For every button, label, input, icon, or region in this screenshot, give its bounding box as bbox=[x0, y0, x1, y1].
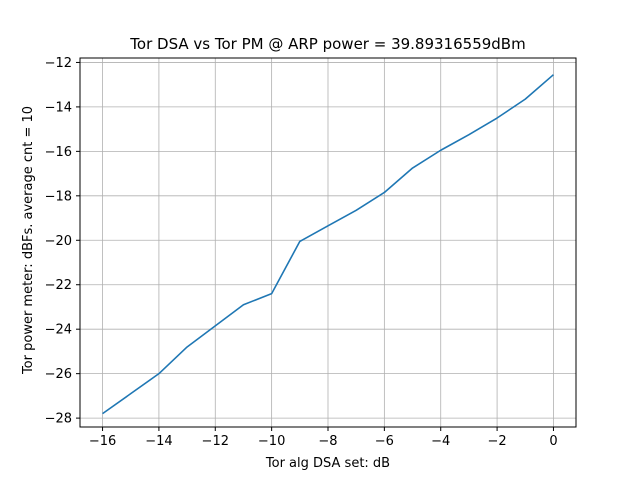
x-tick-label: −16 bbox=[89, 434, 116, 449]
y-tick-label: −24 bbox=[45, 323, 72, 338]
grid bbox=[80, 58, 576, 427]
y-axis-ticks: −28 −26 −24 −22 −20 −18 −16 −14 −12 bbox=[45, 56, 80, 427]
x-tick-label: −8 bbox=[318, 434, 337, 449]
chart-title: Tor DSA vs Tor PM @ ARP power = 39.89316… bbox=[129, 35, 525, 53]
y-axis-label: Tor power meter: dBFs. average cnt = 10 bbox=[21, 106, 36, 375]
y-tick-label: −26 bbox=[45, 367, 72, 382]
x-tick-label: −12 bbox=[202, 434, 229, 449]
y-tick-label: −18 bbox=[45, 189, 72, 204]
series-line bbox=[102, 74, 554, 415]
y-tick-label: −12 bbox=[45, 56, 72, 71]
y-tick-label: −14 bbox=[45, 100, 72, 115]
x-axis-ticks: −16 −14 −12 −10 −8 −6 −4 −2 0 bbox=[89, 427, 558, 449]
x-axis-label: Tor alg DSA set: dB bbox=[265, 456, 390, 471]
x-tick-label: −2 bbox=[488, 434, 507, 449]
y-tick-label: −28 bbox=[45, 412, 72, 427]
x-tick-label: −14 bbox=[145, 434, 172, 449]
x-tick-label: −6 bbox=[375, 434, 394, 449]
x-tick-label: −10 bbox=[258, 434, 285, 449]
y-tick-label: −16 bbox=[45, 145, 72, 160]
x-tick-label: −4 bbox=[431, 434, 450, 449]
series-layer bbox=[102, 74, 554, 415]
x-tick-label: 0 bbox=[549, 434, 557, 449]
y-tick-label: −20 bbox=[45, 234, 72, 249]
y-tick-label: −22 bbox=[45, 278, 72, 293]
